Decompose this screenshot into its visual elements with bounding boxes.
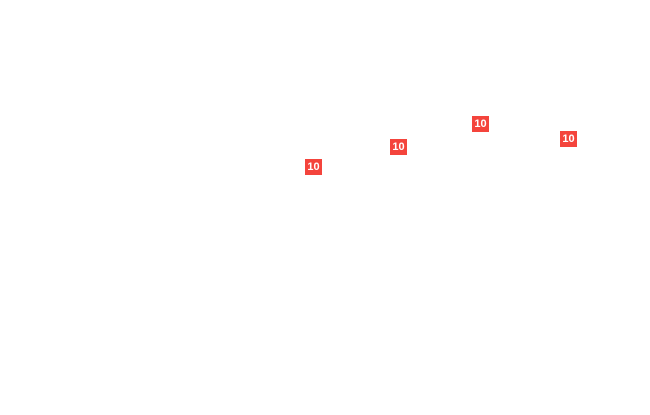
cluster-marker[interactable]: 10 — [390, 139, 407, 155]
cluster-marker[interactable]: 10 — [305, 159, 322, 175]
cluster-marker[interactable]: 10 — [472, 116, 489, 132]
cluster-marker[interactable]: 10 — [560, 131, 577, 147]
